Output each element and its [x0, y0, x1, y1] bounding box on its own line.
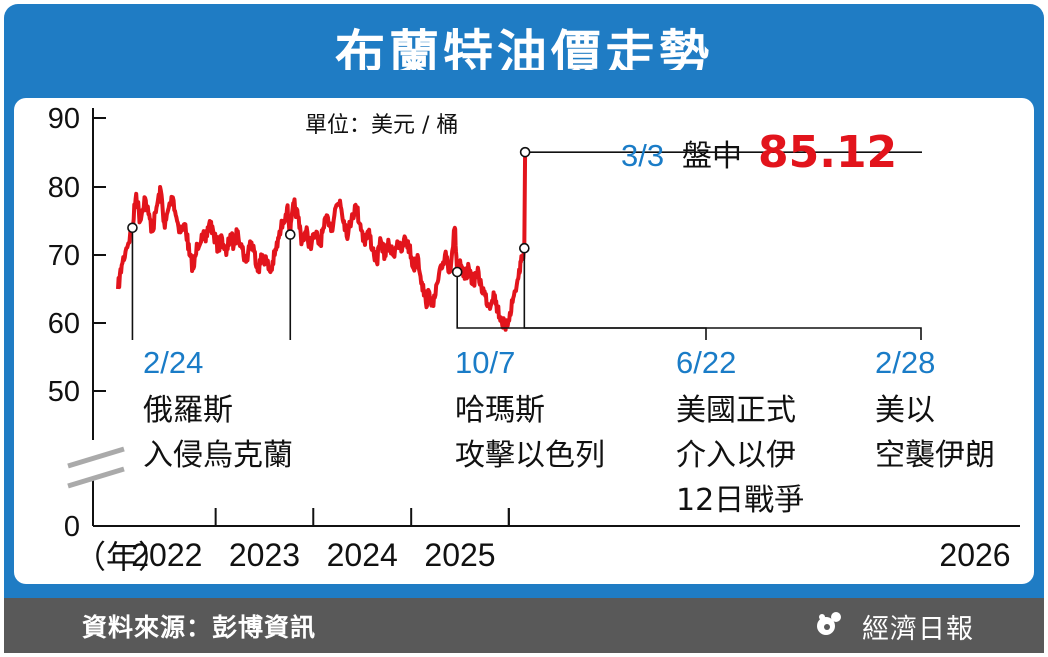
event-markers [127, 146, 531, 278]
y-tick-label-90: 90 [48, 103, 80, 135]
event-marker-0 [127, 222, 138, 234]
event-marker-3 [519, 242, 530, 254]
chart-svg: 0 50 60 70 80 90 2022 2023 2024 2025 2026 單位：美元 /… [48, 103, 1020, 575]
event-text-2-1: 介入以伊 [676, 438, 796, 473]
axis-break-icon [66, 446, 126, 489]
callout-value: 85.12 [758, 127, 897, 178]
y-tick-label-50: 50 [48, 376, 80, 408]
publisher-logo-icon [817, 612, 841, 635]
x-tick-label-2024: 2024 [327, 537, 398, 573]
event-date-0: 2/24 [143, 345, 203, 380]
y-ticks: 0 50 60 70 80 90 [48, 103, 106, 543]
event-date-1: 10/7 [455, 345, 515, 380]
x-unit-label: （年） [74, 539, 170, 575]
y-tick-label-60: 60 [48, 308, 80, 340]
event-marker-1 [284, 229, 296, 240]
event-text-1-1: 攻擊以色列 [455, 438, 605, 473]
leader-2-28 [523, 248, 922, 340]
y-tick-label-80: 80 [48, 172, 80, 204]
event-marker-4 [519, 146, 531, 158]
footer-bar: 資料來源：彭博資訊 經濟日報 [4, 598, 1044, 653]
event-marker-2 [451, 266, 463, 278]
event-text-2-0: 美國正式 [676, 393, 796, 428]
x-ticks: 2022 2023 2024 2025 2026 [131, 508, 1011, 573]
x-tick-label-2025: 2025 [424, 537, 495, 573]
event-text-3-1: 空襲伊朗 [875, 438, 995, 473]
leader-6-22 [456, 272, 707, 340]
x-tick-label-2023: 2023 [229, 537, 300, 573]
event-text-3-0: 美以 [875, 393, 935, 428]
event-date-2: 6/22 [676, 345, 736, 380]
y-tick-label-0: 0 [64, 511, 80, 543]
source-label: 資料來源：彭博資訊 [82, 613, 317, 642]
callout-date: 3/3 [621, 138, 664, 173]
event-text-0-1: 入侵烏克蘭 [143, 438, 293, 473]
annotation-leaders [131, 151, 922, 340]
chart-axes [66, 108, 1020, 527]
price-series-line [116, 152, 528, 332]
event-date-3: 2/28 [875, 345, 935, 380]
event-text-0-0: 俄羅斯 [143, 393, 233, 428]
publisher-name: 經濟日報 [862, 614, 974, 645]
callout-text: 盤中 [682, 139, 742, 174]
unit-label: 單位：美元 / 桶 [305, 113, 458, 138]
peak-callout: 3/3 盤中 85.12 [621, 127, 897, 178]
x-tick-label-2022: 2022 [131, 537, 202, 573]
x-tick-label-2026: 2026 [939, 537, 1010, 573]
event-text-1-0: 哈瑪斯 [455, 393, 545, 428]
y-tick-label-70: 70 [48, 240, 80, 272]
event-text-2-2: 12日戰爭 [676, 483, 804, 518]
